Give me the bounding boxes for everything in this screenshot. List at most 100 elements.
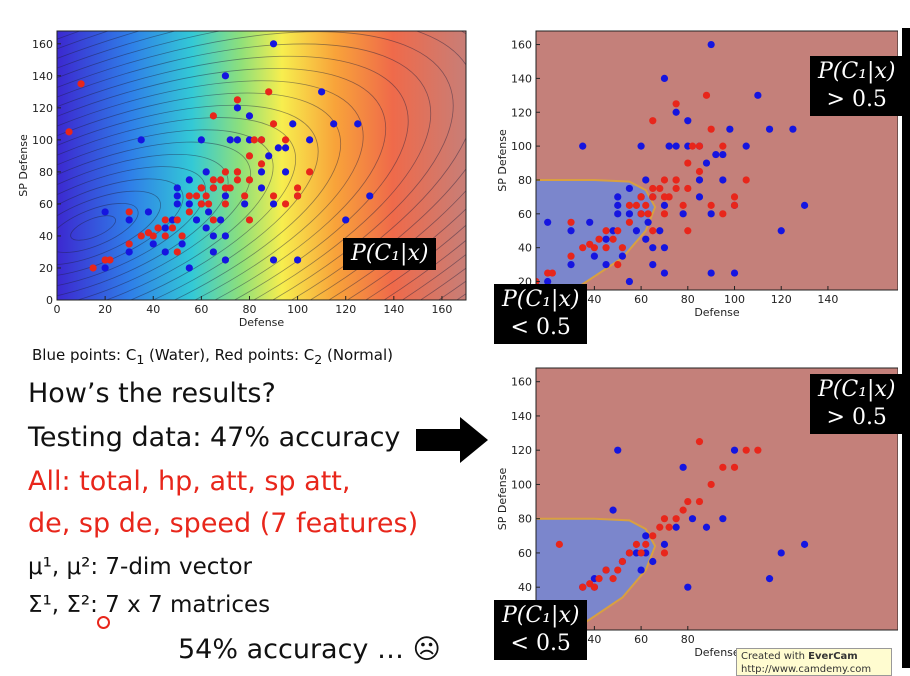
x-tick-label: 0: [54, 303, 61, 316]
blue-point: [726, 125, 734, 133]
y-tick-label: 160: [32, 38, 53, 51]
blue-point: [567, 261, 575, 269]
x-tick-label: 80: [681, 633, 695, 646]
y-axis-label: SP Defense: [496, 129, 509, 192]
y-tick-label: 100: [511, 140, 532, 153]
plot-frame: [535, 30, 898, 291]
blue-point: [330, 120, 338, 128]
red-point: [644, 210, 652, 218]
plot-frame: [56, 30, 467, 301]
red-point: [233, 96, 242, 104]
contour-line: [57, 92, 342, 300]
blue-point: [342, 216, 350, 224]
red-point: [602, 566, 610, 574]
blue-point: [602, 235, 610, 243]
red-point: [649, 117, 657, 125]
blue-point: [695, 193, 704, 201]
red-point: [614, 227, 622, 235]
blue-point: [679, 210, 687, 218]
red-point: [257, 160, 266, 168]
y-tick-label: 80: [39, 166, 53, 179]
red-point: [665, 523, 673, 531]
red-point: [614, 566, 622, 574]
red-point: [730, 193, 739, 201]
blue-point: [789, 125, 797, 133]
y-tick-label: 40: [39, 230, 53, 243]
blue-point: [765, 125, 774, 133]
contour-line: [57, 80, 364, 300]
red-point: [684, 184, 692, 193]
y-tick-label: 120: [511, 444, 532, 457]
red-point: [632, 540, 641, 548]
contour-line: [57, 190, 162, 266]
blue-point: [765, 575, 774, 583]
x-tick-label: 60: [634, 633, 648, 646]
red-point: [168, 224, 177, 232]
red-point: [241, 192, 249, 200]
blue-point: [642, 235, 650, 243]
red-point: [679, 201, 687, 209]
blue-point: [660, 540, 669, 548]
blue-point: [173, 192, 181, 200]
blue-point: [125, 216, 133, 224]
blue-point: [660, 74, 669, 82]
red-point: [567, 218, 575, 226]
blue-point: [719, 150, 727, 159]
red-point: [178, 232, 186, 240]
red-point: [567, 252, 575, 260]
red-point: [204, 200, 213, 208]
blue-point: [632, 227, 641, 235]
x-tick-label: 160: [431, 303, 452, 316]
red-point: [602, 244, 610, 252]
blue-point: [178, 240, 186, 248]
results-question: How’s the results?: [28, 378, 276, 409]
plot-frame: [535, 367, 898, 631]
red-point: [293, 192, 302, 200]
blue-point: [649, 557, 657, 566]
blue-point: [637, 142, 645, 150]
blue-point: [644, 218, 652, 226]
red-point: [649, 227, 657, 235]
red-point: [707, 201, 715, 209]
red-point: [702, 91, 711, 99]
red-point: [684, 497, 692, 506]
y-tick-label: 140: [32, 70, 53, 83]
blue-point: [649, 261, 657, 269]
red-point: [202, 192, 210, 200]
blue-point: [688, 515, 697, 523]
blue-point: [209, 232, 217, 240]
contour-line: [57, 203, 139, 253]
blue-point: [265, 152, 273, 160]
red-point: [217, 176, 225, 184]
red-point: [618, 244, 627, 252]
blue-point: [233, 136, 242, 144]
red-point: [257, 136, 266, 144]
contour-line: [57, 166, 207, 290]
blue-point: [665, 142, 673, 150]
blue-point: [586, 218, 594, 226]
blue-point: [614, 193, 622, 201]
blue-point: [269, 256, 278, 264]
blue-point: [144, 208, 153, 216]
y-tick-label: 120: [32, 102, 53, 115]
mu-line: μ¹, μ²: 7-dim vector: [28, 554, 252, 580]
region-c1: [536, 178, 657, 290]
red-point: [306, 168, 314, 176]
red-point: [548, 269, 556, 277]
blue-point: [656, 227, 664, 235]
blue-point: [161, 248, 169, 256]
blue-point: [707, 269, 715, 277]
red-point: [637, 549, 645, 557]
red-point: [672, 184, 680, 193]
blue-point: [618, 252, 627, 260]
red-point: [221, 184, 230, 192]
red-point: [209, 184, 217, 192]
red-point: [754, 446, 762, 454]
blue-point: [642, 176, 650, 184]
blue-point: [306, 136, 314, 144]
red-point: [719, 210, 727, 218]
red-point: [137, 232, 145, 240]
blue-point: [274, 144, 282, 152]
x-tick-label: 100: [724, 293, 745, 306]
contour-line: [57, 55, 409, 300]
